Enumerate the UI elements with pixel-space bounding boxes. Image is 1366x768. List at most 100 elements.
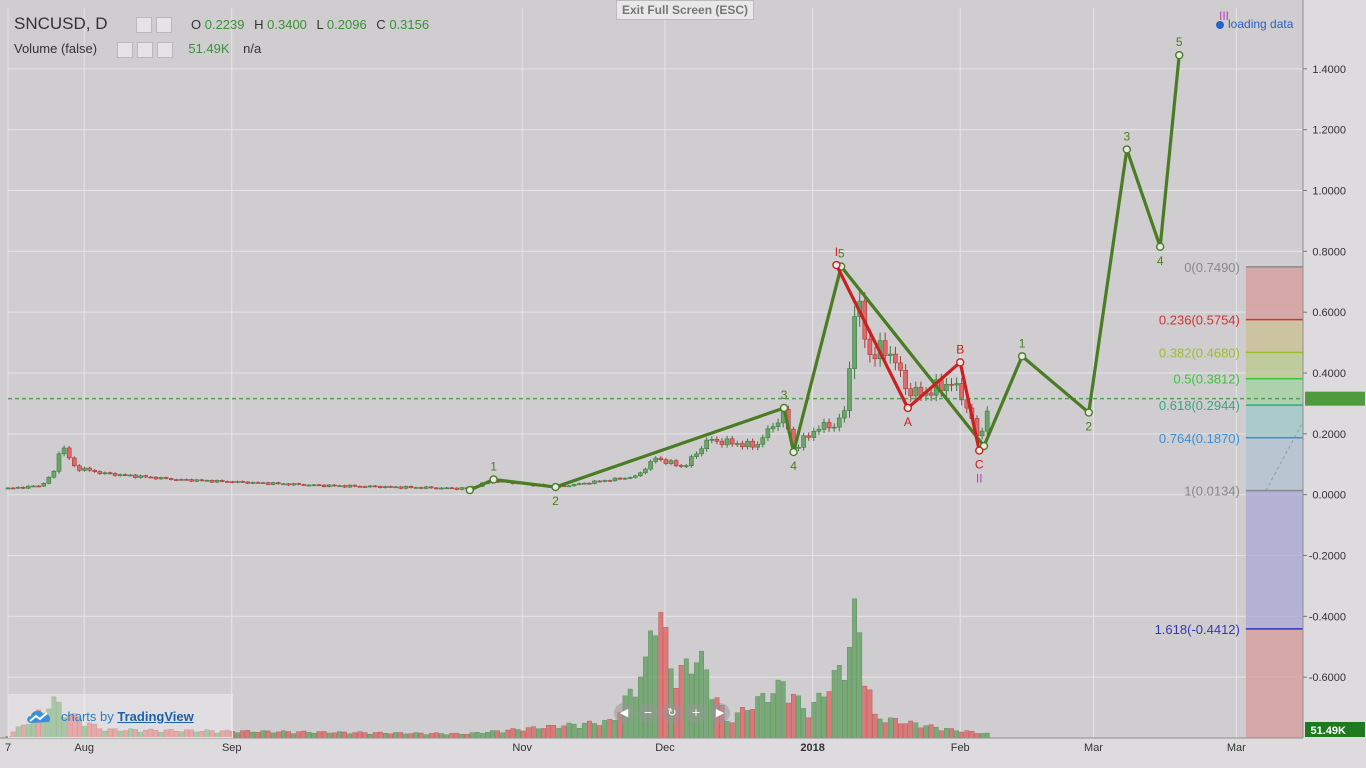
candle-body: [255, 482, 261, 484]
eye-icon[interactable]: [116, 41, 133, 58]
candle-body: [740, 443, 745, 448]
candle-body: [194, 479, 199, 482]
logo-brand-link[interactable]: TradingView: [117, 709, 194, 724]
price-axis[interactable]: 1.4000 1.2000 1.0000 0.8000 0.6000 0.4000 0.20…: [1302, 0, 1366, 768]
volume-bar: [877, 718, 883, 739]
time-tick-label: Mar: [1084, 742, 1103, 754]
price-axis-bg: [1303, 0, 1366, 768]
candle-body: [112, 473, 118, 476]
navigation-buttons[interactable]: ◀ − ↻ + ▶: [614, 703, 734, 723]
candle-body: [847, 368, 852, 412]
volume-bar: [775, 679, 781, 739]
low-label: L: [316, 17, 324, 32]
volume-bar: [377, 731, 383, 739]
volume-bar: [882, 722, 888, 739]
candle-body: [612, 477, 618, 482]
settings-icon[interactable]: [156, 17, 173, 34]
correction-wave-node: [956, 358, 965, 367]
price-tick-label: 1.4000: [1312, 64, 1346, 76]
volume-bar: [597, 725, 603, 739]
volume-na: n/a: [243, 41, 262, 56]
volume-bar: [439, 733, 444, 739]
candle-body: [275, 482, 281, 485]
candle-body: [449, 487, 455, 490]
candle-body: [286, 483, 291, 486]
volume-legend-buttons[interactable]: [116, 41, 177, 58]
volume-value: 51.49K: [188, 41, 230, 56]
candle-body: [893, 353, 898, 364]
fibonacci-levels[interactable]: 0(0.7490) 0.236(0.5754) 0.382(0.4680) 0.5(0…: [1155, 260, 1303, 637]
impulse-wave-node: [1122, 145, 1132, 154]
tradingview-logo[interactable]: charts by TradingView: [8, 694, 233, 738]
volume-bar: [423, 734, 429, 739]
candle-body: [61, 447, 67, 455]
reset-icon[interactable]: ↻: [662, 703, 682, 723]
candle-body: [398, 486, 404, 489]
time-tick-label: Mar: [1227, 742, 1246, 754]
impulse-wave-node: [789, 447, 798, 457]
candle-body: [31, 485, 36, 488]
impulse-wave-label: 3: [1123, 129, 1130, 143]
volume-bar: [785, 702, 791, 739]
candle-body: [704, 439, 710, 450]
volume-bar: [694, 662, 699, 739]
price-tick-label: 0.0000: [1312, 490, 1346, 502]
volume-bars: [5, 598, 990, 739]
volume-bar: [281, 730, 286, 739]
price-tick-label: -0.2000: [1309, 551, 1346, 563]
volume-bar: [903, 723, 909, 739]
volume-bar: [403, 733, 409, 739]
volume-bar: [469, 732, 475, 739]
time-tick-label: Nov: [512, 742, 532, 754]
last-price-badge: [1305, 391, 1365, 406]
time-axis[interactable]: 7 Aug Sep Nov Dec 2018 Feb Mar Mar: [0, 737, 1303, 768]
volume-bar: [831, 670, 837, 739]
candle-body: [734, 443, 740, 445]
candle-body: [816, 428, 822, 432]
exit-fullscreen-button[interactable]: Exit Full Screen (ESC): [616, 0, 755, 20]
close-icon[interactable]: [156, 41, 173, 58]
low-value: 0.2096: [326, 17, 367, 32]
volume-bar: [602, 720, 608, 739]
candle-body: [72, 457, 77, 466]
zoom-out-icon[interactable]: −: [638, 703, 658, 723]
time-tick-label: 2018: [800, 742, 824, 754]
impulse-wave-label: 4: [1157, 254, 1164, 268]
candle-body: [755, 443, 761, 448]
open-value: 0.2239: [204, 17, 245, 32]
legend-buttons[interactable]: [136, 15, 176, 35]
fib-level-label: 0.5(0.3812): [1173, 372, 1240, 387]
volume-bar: [678, 664, 684, 739]
candle-body: [148, 476, 154, 479]
candle-body: [36, 485, 41, 488]
correction-wave-node: [903, 403, 913, 413]
volume-bar: [750, 709, 756, 739]
candle-body: [311, 484, 317, 487]
open-label: O: [190, 17, 202, 32]
volume-bar: [250, 731, 256, 739]
volume-bar: [525, 727, 531, 739]
settings-icon[interactable]: [136, 41, 153, 58]
wave-degree-label: III: [1219, 9, 1229, 23]
candle-body: [801, 435, 806, 448]
candle-body: [20, 486, 26, 489]
logo-prefix: charts by: [61, 709, 114, 724]
candle-body: [97, 471, 103, 474]
price-tick-label: 1.0000: [1312, 186, 1346, 198]
impulse-wave-node: [465, 485, 475, 495]
candle-body: [632, 475, 638, 478]
zoom-in-icon[interactable]: +: [686, 703, 706, 723]
candle-body: [689, 456, 694, 467]
volume-bar: [291, 733, 296, 739]
scroll-left-icon[interactable]: ◀: [614, 703, 634, 723]
candle-body: [117, 474, 123, 476]
candle-body: [826, 422, 832, 429]
scroll-right-icon[interactable]: ▶: [710, 703, 730, 723]
candle-body: [270, 482, 276, 485]
candle-body: [281, 483, 286, 486]
candle-body: [882, 340, 888, 356]
eye-icon[interactable]: [136, 17, 153, 34]
impulse-wave-label: 1: [490, 459, 497, 473]
